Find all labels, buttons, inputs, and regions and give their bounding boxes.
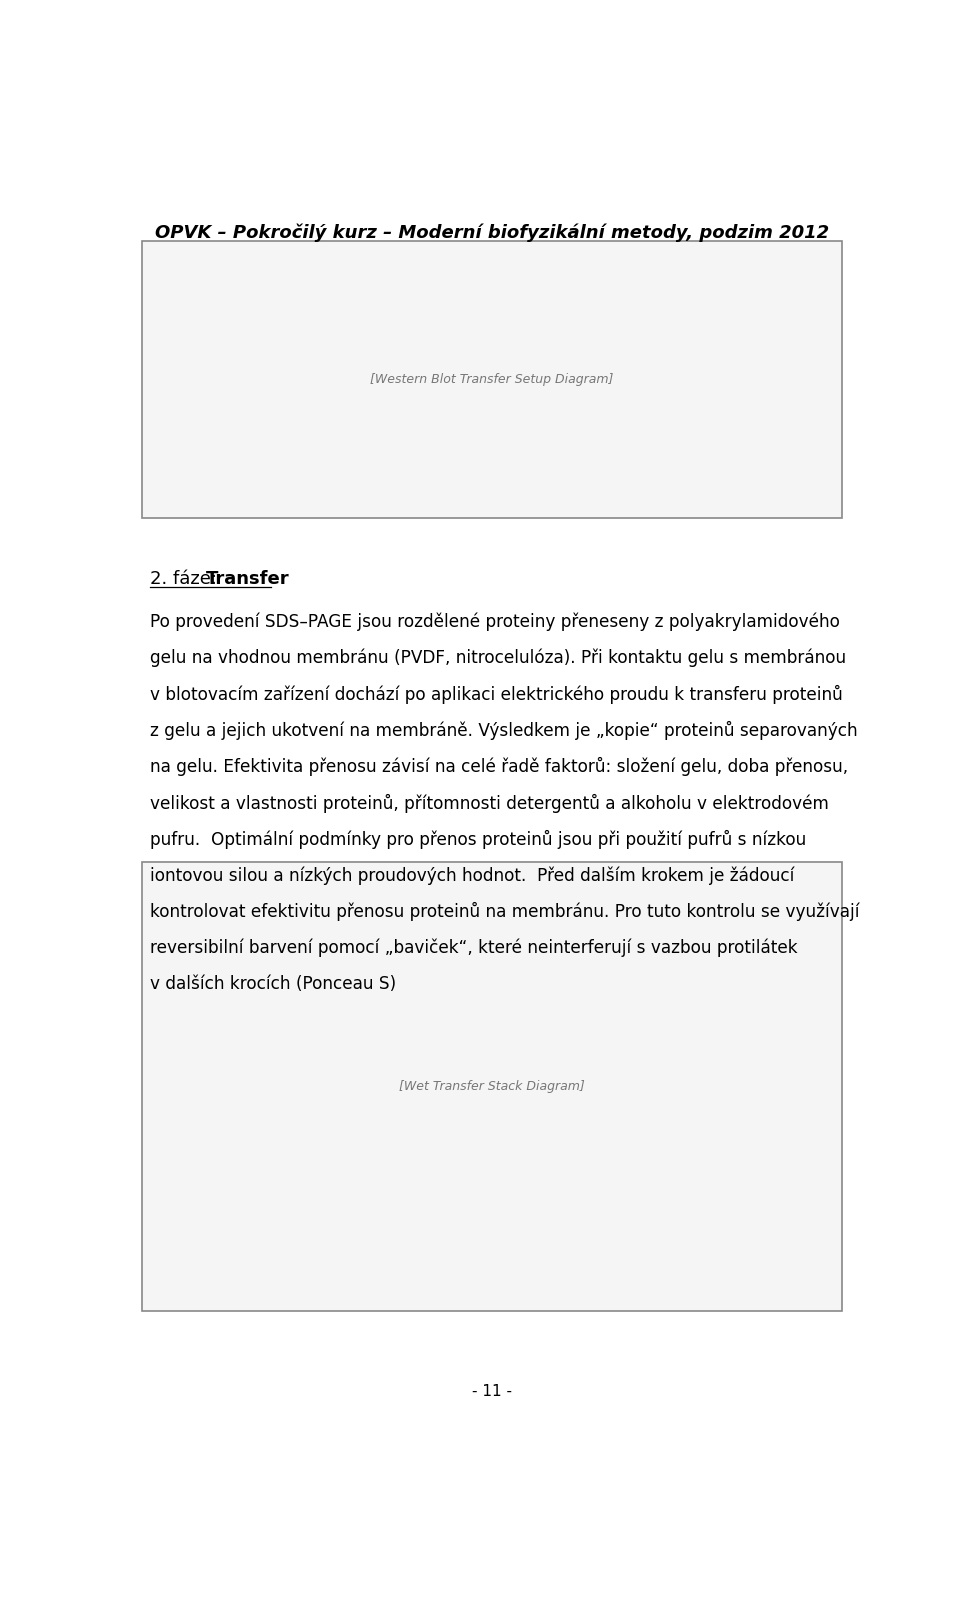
- Text: kontrolovat efektivitu přenosu proteinů na membránu. Pro tuto kontrolu se využív: kontrolovat efektivitu přenosu proteinů …: [150, 902, 859, 921]
- Text: - 11 -: - 11 -: [472, 1385, 512, 1399]
- Text: Po provedení SDS–PAGE jsou rozdělené proteiny přeneseny z polyakrylamidového: Po provedení SDS–PAGE jsou rozdělené pro…: [150, 612, 840, 631]
- Text: Transfer: Transfer: [206, 570, 290, 588]
- Text: reversibilní barvení pomocí „baviček“, které neinterferují s vazbou protilátek: reversibilní barvení pomocí „baviček“, k…: [150, 939, 798, 957]
- FancyBboxPatch shape: [142, 241, 842, 517]
- Text: z gelu a jejich ukotvení na membráně. Výsledkem je „kopie“ proteinů separovaných: z gelu a jejich ukotvení na membráně. Vý…: [150, 720, 857, 739]
- Text: v dalších krocích (Ponceau S): v dalších krocích (Ponceau S): [150, 974, 396, 993]
- Text: v blotovacím zařízení dochází po aplikaci elektrického proudu k transferu protei: v blotovacím zařízení dochází po aplikac…: [150, 685, 843, 704]
- FancyBboxPatch shape: [142, 862, 842, 1311]
- Text: velikost a vlastnosti proteinů, přítomnosti detergentů a alkoholu v elektrodovém: velikost a vlastnosti proteinů, přítomno…: [150, 794, 828, 813]
- Text: 2. fáze:: 2. fáze:: [150, 570, 223, 588]
- Text: iontovou silou a nízkých proudových hodnot.  Před dalším krokem je žádoucí: iontovou silou a nízkých proudových hodn…: [150, 866, 794, 885]
- Text: pufru.  Optimální podmínky pro přenos proteinů jsou při použití pufrů s nízkou: pufru. Optimální podmínky pro přenos pro…: [150, 830, 806, 850]
- Text: na gelu. Efektivita přenosu závisí na celé řadě faktorů: složení gelu, doba přen: na gelu. Efektivita přenosu závisí na ce…: [150, 757, 848, 776]
- Text: [Wet Transfer Stack Diagram]: [Wet Transfer Stack Diagram]: [399, 1080, 585, 1092]
- Text: gelu na vhodnou membránu (PVDF, nitrocelulóza). Při kontaktu gelu s membránou: gelu na vhodnou membránu (PVDF, nitrocel…: [150, 648, 846, 668]
- Text: [Western Blot Transfer Setup Diagram]: [Western Blot Transfer Setup Diagram]: [371, 372, 613, 385]
- Text: OPVK – Pokročilý kurz – Moderní biofyzikální metody, podzim 2012: OPVK – Pokročilý kurz – Moderní biofyzik…: [155, 224, 829, 243]
